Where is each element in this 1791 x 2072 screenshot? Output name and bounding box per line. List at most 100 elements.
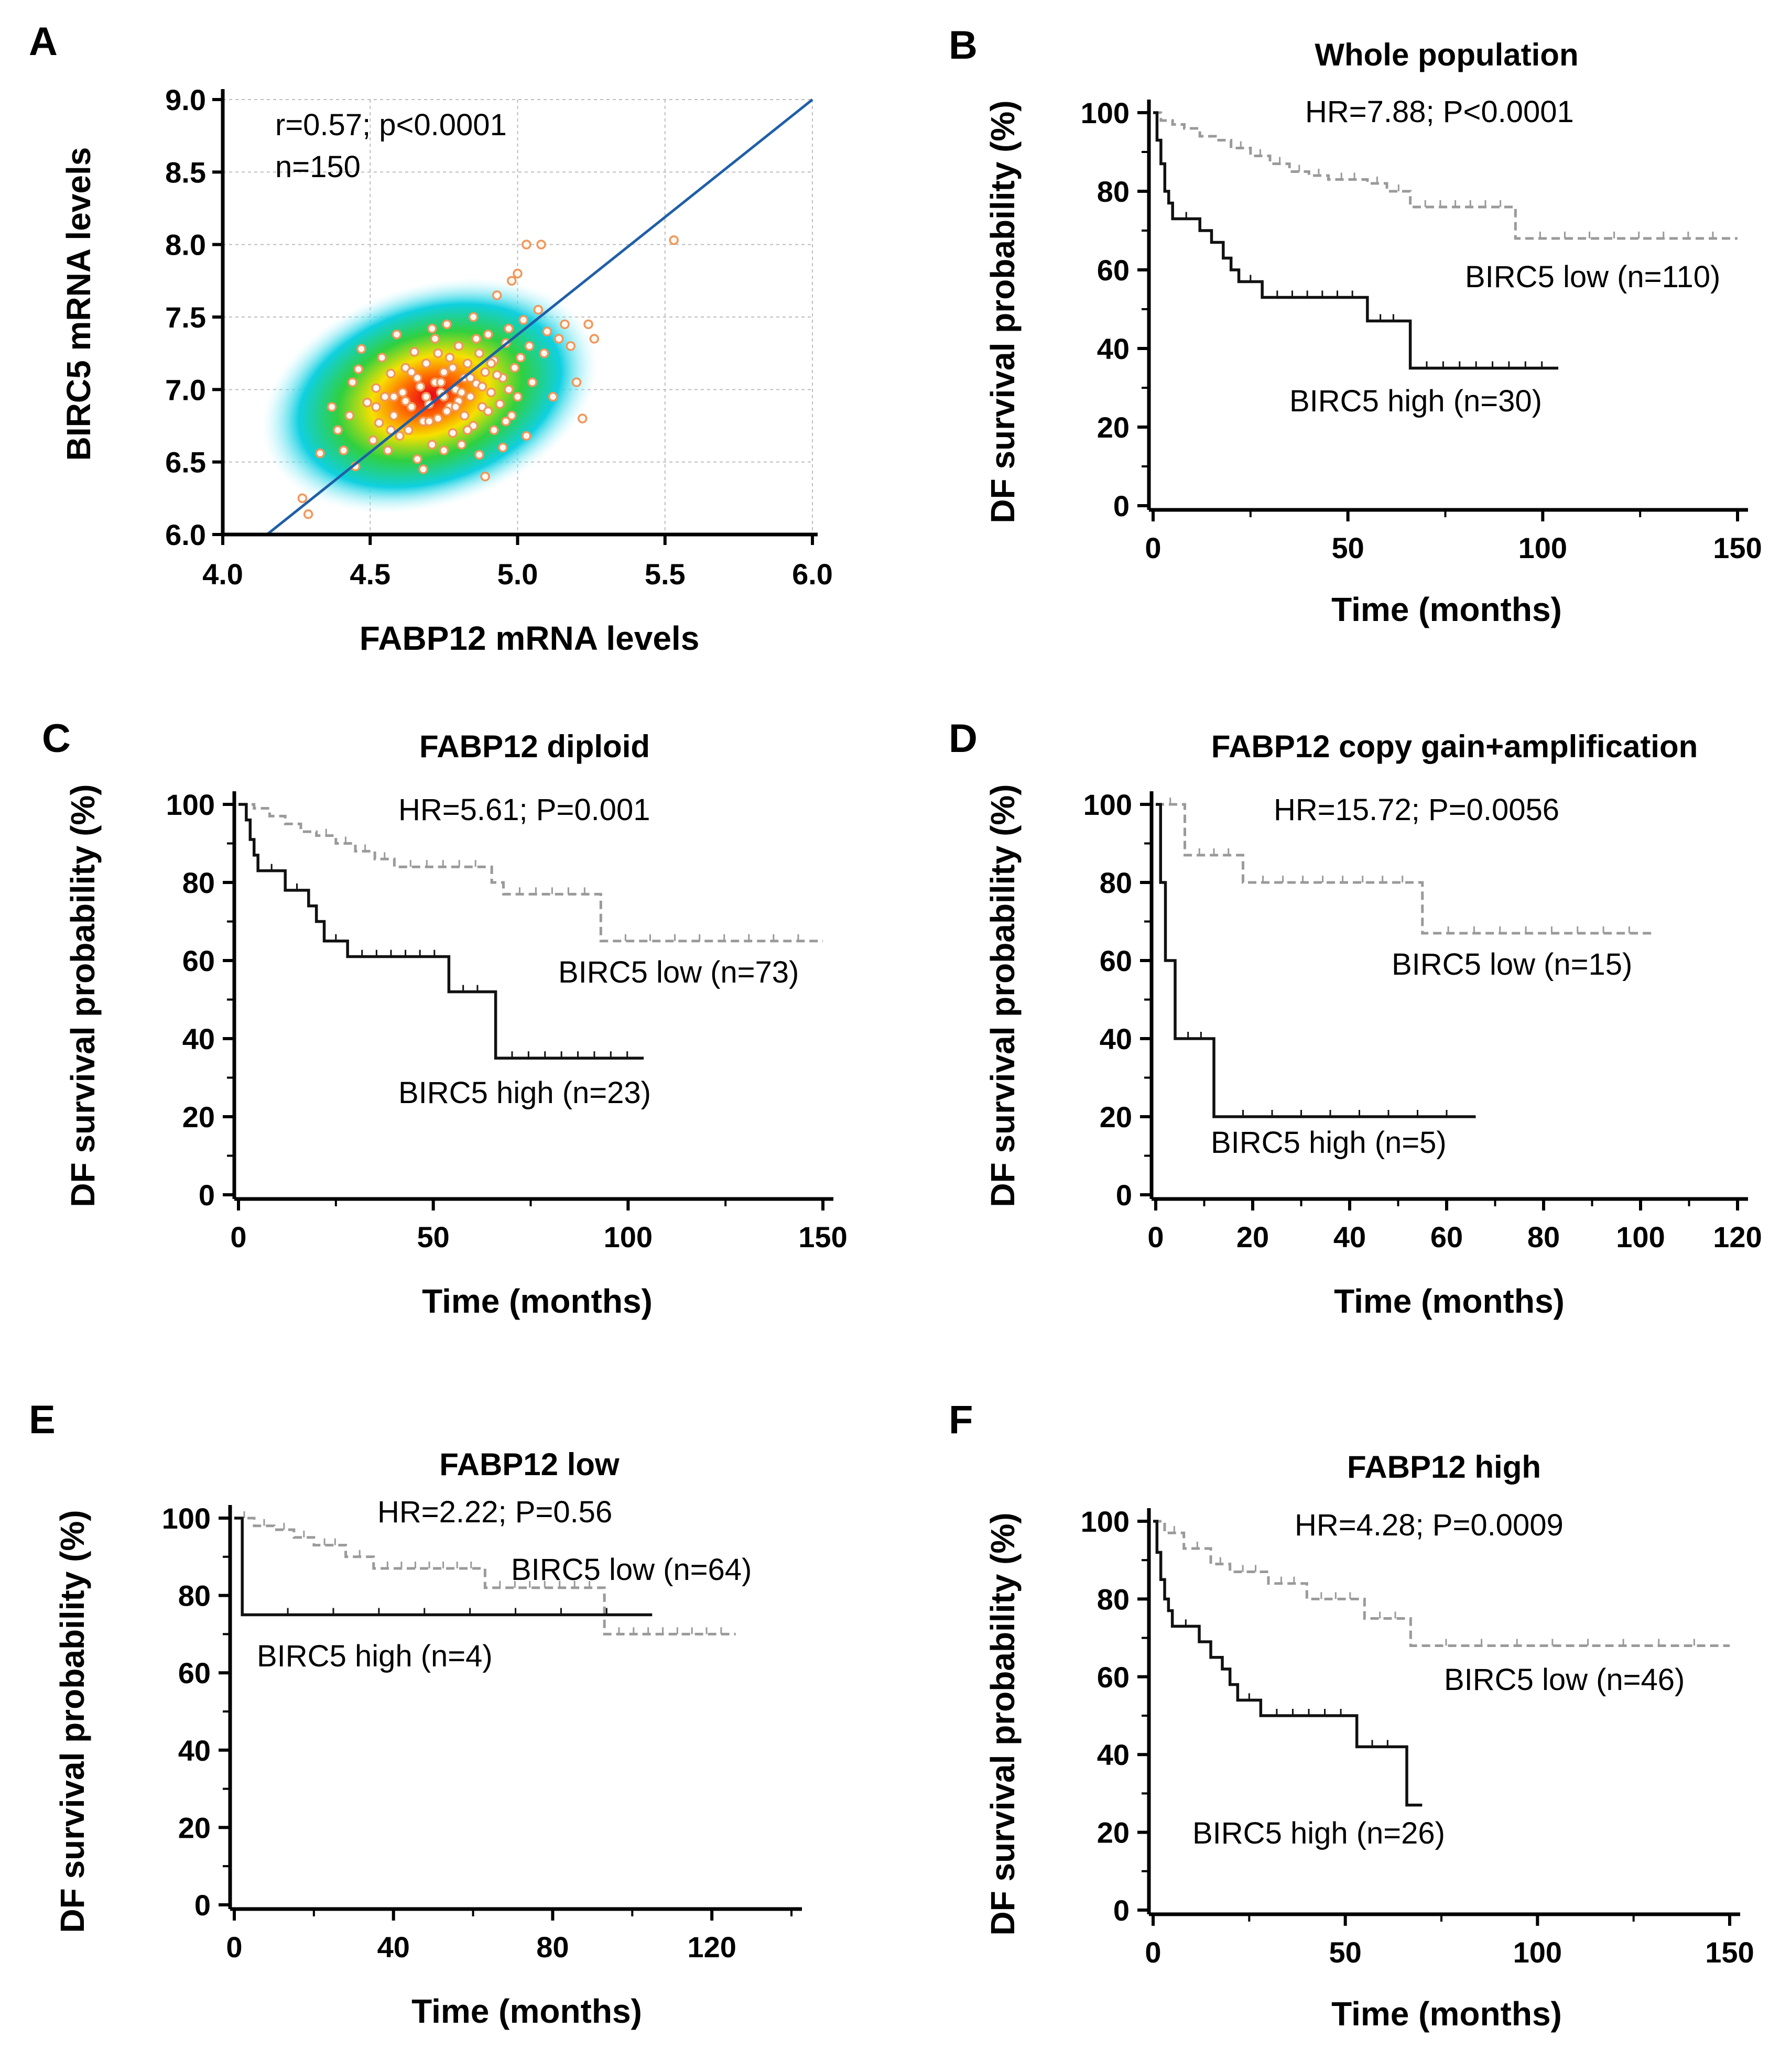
y-axis-title: DF survival probability (%) [64, 784, 102, 1207]
regression-line [266, 99, 813, 536]
x-axis-title: Time (months) [1334, 1282, 1565, 1320]
data-point [421, 391, 431, 402]
y-tick-label: 0 [1113, 489, 1130, 522]
data-point [430, 334, 440, 344]
y-tick-label: 80 [178, 1579, 211, 1612]
y-tick-label: 9.0 [165, 83, 206, 116]
data-point [578, 413, 588, 423]
data-point [489, 425, 499, 435]
x-tick-label: 120 [687, 1931, 736, 1964]
y-axis-title: DF survival probability (%) [984, 100, 1022, 523]
data-point [448, 428, 458, 438]
legend-low: BIRC5 low (n=73) [558, 955, 799, 989]
data-point [524, 341, 535, 351]
legend-high: BIRC5 high (n=30) [1289, 384, 1542, 418]
panel-b: B Whole population 0 50 100 150 0 20 40 60 80 100… [949, 23, 1762, 628]
data-point [560, 319, 570, 330]
km-plot: 0 50 100 150 0 20 40 60 80 100 [1081, 1505, 1754, 1969]
data-point [444, 353, 455, 363]
y-tick-label: 60 [1097, 1661, 1130, 1694]
data-point [486, 387, 496, 398]
y-tick-label: 20 [1100, 1100, 1132, 1133]
panel-f: F FABP12 high 0 50 100 150 0 20 40 60 80 100 HR=4… [949, 1398, 1754, 2033]
data-point [566, 341, 576, 351]
hazard-ratio-annotation: HR=7.88; P<0.0001 [1305, 95, 1574, 129]
y-tick-label: 20 [1097, 1816, 1130, 1849]
y-tick-label: 0 [1116, 1179, 1132, 1212]
x-tick-label: 150 [1705, 1936, 1754, 1969]
x-tick-label: 0 [1145, 531, 1161, 564]
data-point [303, 509, 313, 519]
data-point [462, 425, 473, 435]
x-axis-title: FABP12 mRNA levels [360, 619, 700, 657]
data-point [442, 406, 452, 417]
data-point [397, 387, 408, 398]
panel-letter-f: F [949, 1398, 973, 1442]
data-point [457, 440, 466, 450]
y-tick-label: 100 [1081, 96, 1130, 129]
y-tick-label: 60 [182, 944, 215, 977]
data-point [368, 435, 378, 445]
data-point [513, 391, 523, 402]
data-point [515, 353, 526, 363]
data-point [353, 364, 363, 374]
correlation-annotation: r=0.57; p<0.0001 [275, 108, 507, 142]
y-tick-label: 6.5 [165, 446, 206, 479]
data-point [400, 396, 410, 406]
data-point [389, 391, 399, 402]
survival-curve-low [1156, 803, 1655, 935]
y-tick-label: 100 [1083, 788, 1132, 821]
data-point [377, 353, 387, 363]
y-tick-label: 20 [1097, 411, 1130, 444]
data-point [448, 363, 458, 373]
y-tick-label: 60 [1097, 254, 1130, 287]
x-tick-label: 100 [1518, 531, 1567, 564]
chart-title: Whole population [1315, 37, 1578, 72]
x-axis-title: Time (months) [422, 1282, 653, 1320]
panel-a: A 4.0 4.5 5.0 5.5 6.0 6.0 6.5 7.0 7.5 8.0 8.5 9.0 r… [29, 19, 833, 657]
legend-low: BIRC5 low (n=46) [1444, 1663, 1685, 1697]
data-point [413, 373, 422, 383]
y-tick-label: 100 [1081, 1505, 1130, 1538]
x-tick-label: 5.5 [645, 558, 686, 591]
x-axis-title: Time (months) [1331, 591, 1562, 628]
x-tick-label: 50 [1329, 1936, 1362, 1969]
hazard-ratio-annotation: HR=4.28; P=0.0009 [1295, 1508, 1564, 1542]
data-point [433, 413, 443, 423]
data-point [589, 334, 599, 344]
data-point [386, 425, 396, 435]
y-tick-label: 8.0 [165, 228, 206, 261]
data-point [406, 367, 417, 377]
x-tick-label: 40 [1333, 1220, 1366, 1253]
data-point [415, 381, 426, 392]
data-point [418, 464, 428, 474]
y-axis-title: DF survival probability (%) [984, 784, 1022, 1207]
data-point [480, 472, 490, 482]
data-point [492, 290, 502, 300]
panel-letter-e: E [29, 1398, 56, 1442]
data-point [451, 402, 461, 412]
data-point [453, 341, 464, 351]
km-plot: 0 50 100 150 0 20 40 60 80 100 [1081, 96, 1762, 564]
legend-high: BIRC5 high (n=26) [1192, 1816, 1445, 1850]
y-axis-title: BIRC5 mRNA levels [60, 147, 97, 461]
survival-curve-high [238, 803, 644, 1060]
x-tick-label: 150 [798, 1220, 847, 1253]
data-point [436, 377, 446, 387]
data-point [333, 425, 343, 435]
data-point [548, 391, 558, 402]
data-point [480, 367, 490, 377]
y-tick-label: 100 [166, 788, 215, 821]
x-tick-label: 100 [1616, 1220, 1665, 1253]
survival-curve-low [1153, 1520, 1730, 1647]
x-axis-title: Time (months) [1331, 1995, 1562, 2033]
panel-e: E FABP12 low 0 40 80 120 0 20 40 60 80 100 HR=2.2… [29, 1398, 802, 2030]
data-point [409, 347, 419, 357]
y-tick-label: 6.0 [165, 518, 206, 551]
data-point [533, 304, 544, 315]
panel-letter-b: B [949, 23, 978, 68]
data-point [392, 329, 402, 340]
x-tick-label: 100 [1513, 1936, 1562, 1969]
legend-high: BIRC5 high (n=4) [257, 1639, 493, 1673]
